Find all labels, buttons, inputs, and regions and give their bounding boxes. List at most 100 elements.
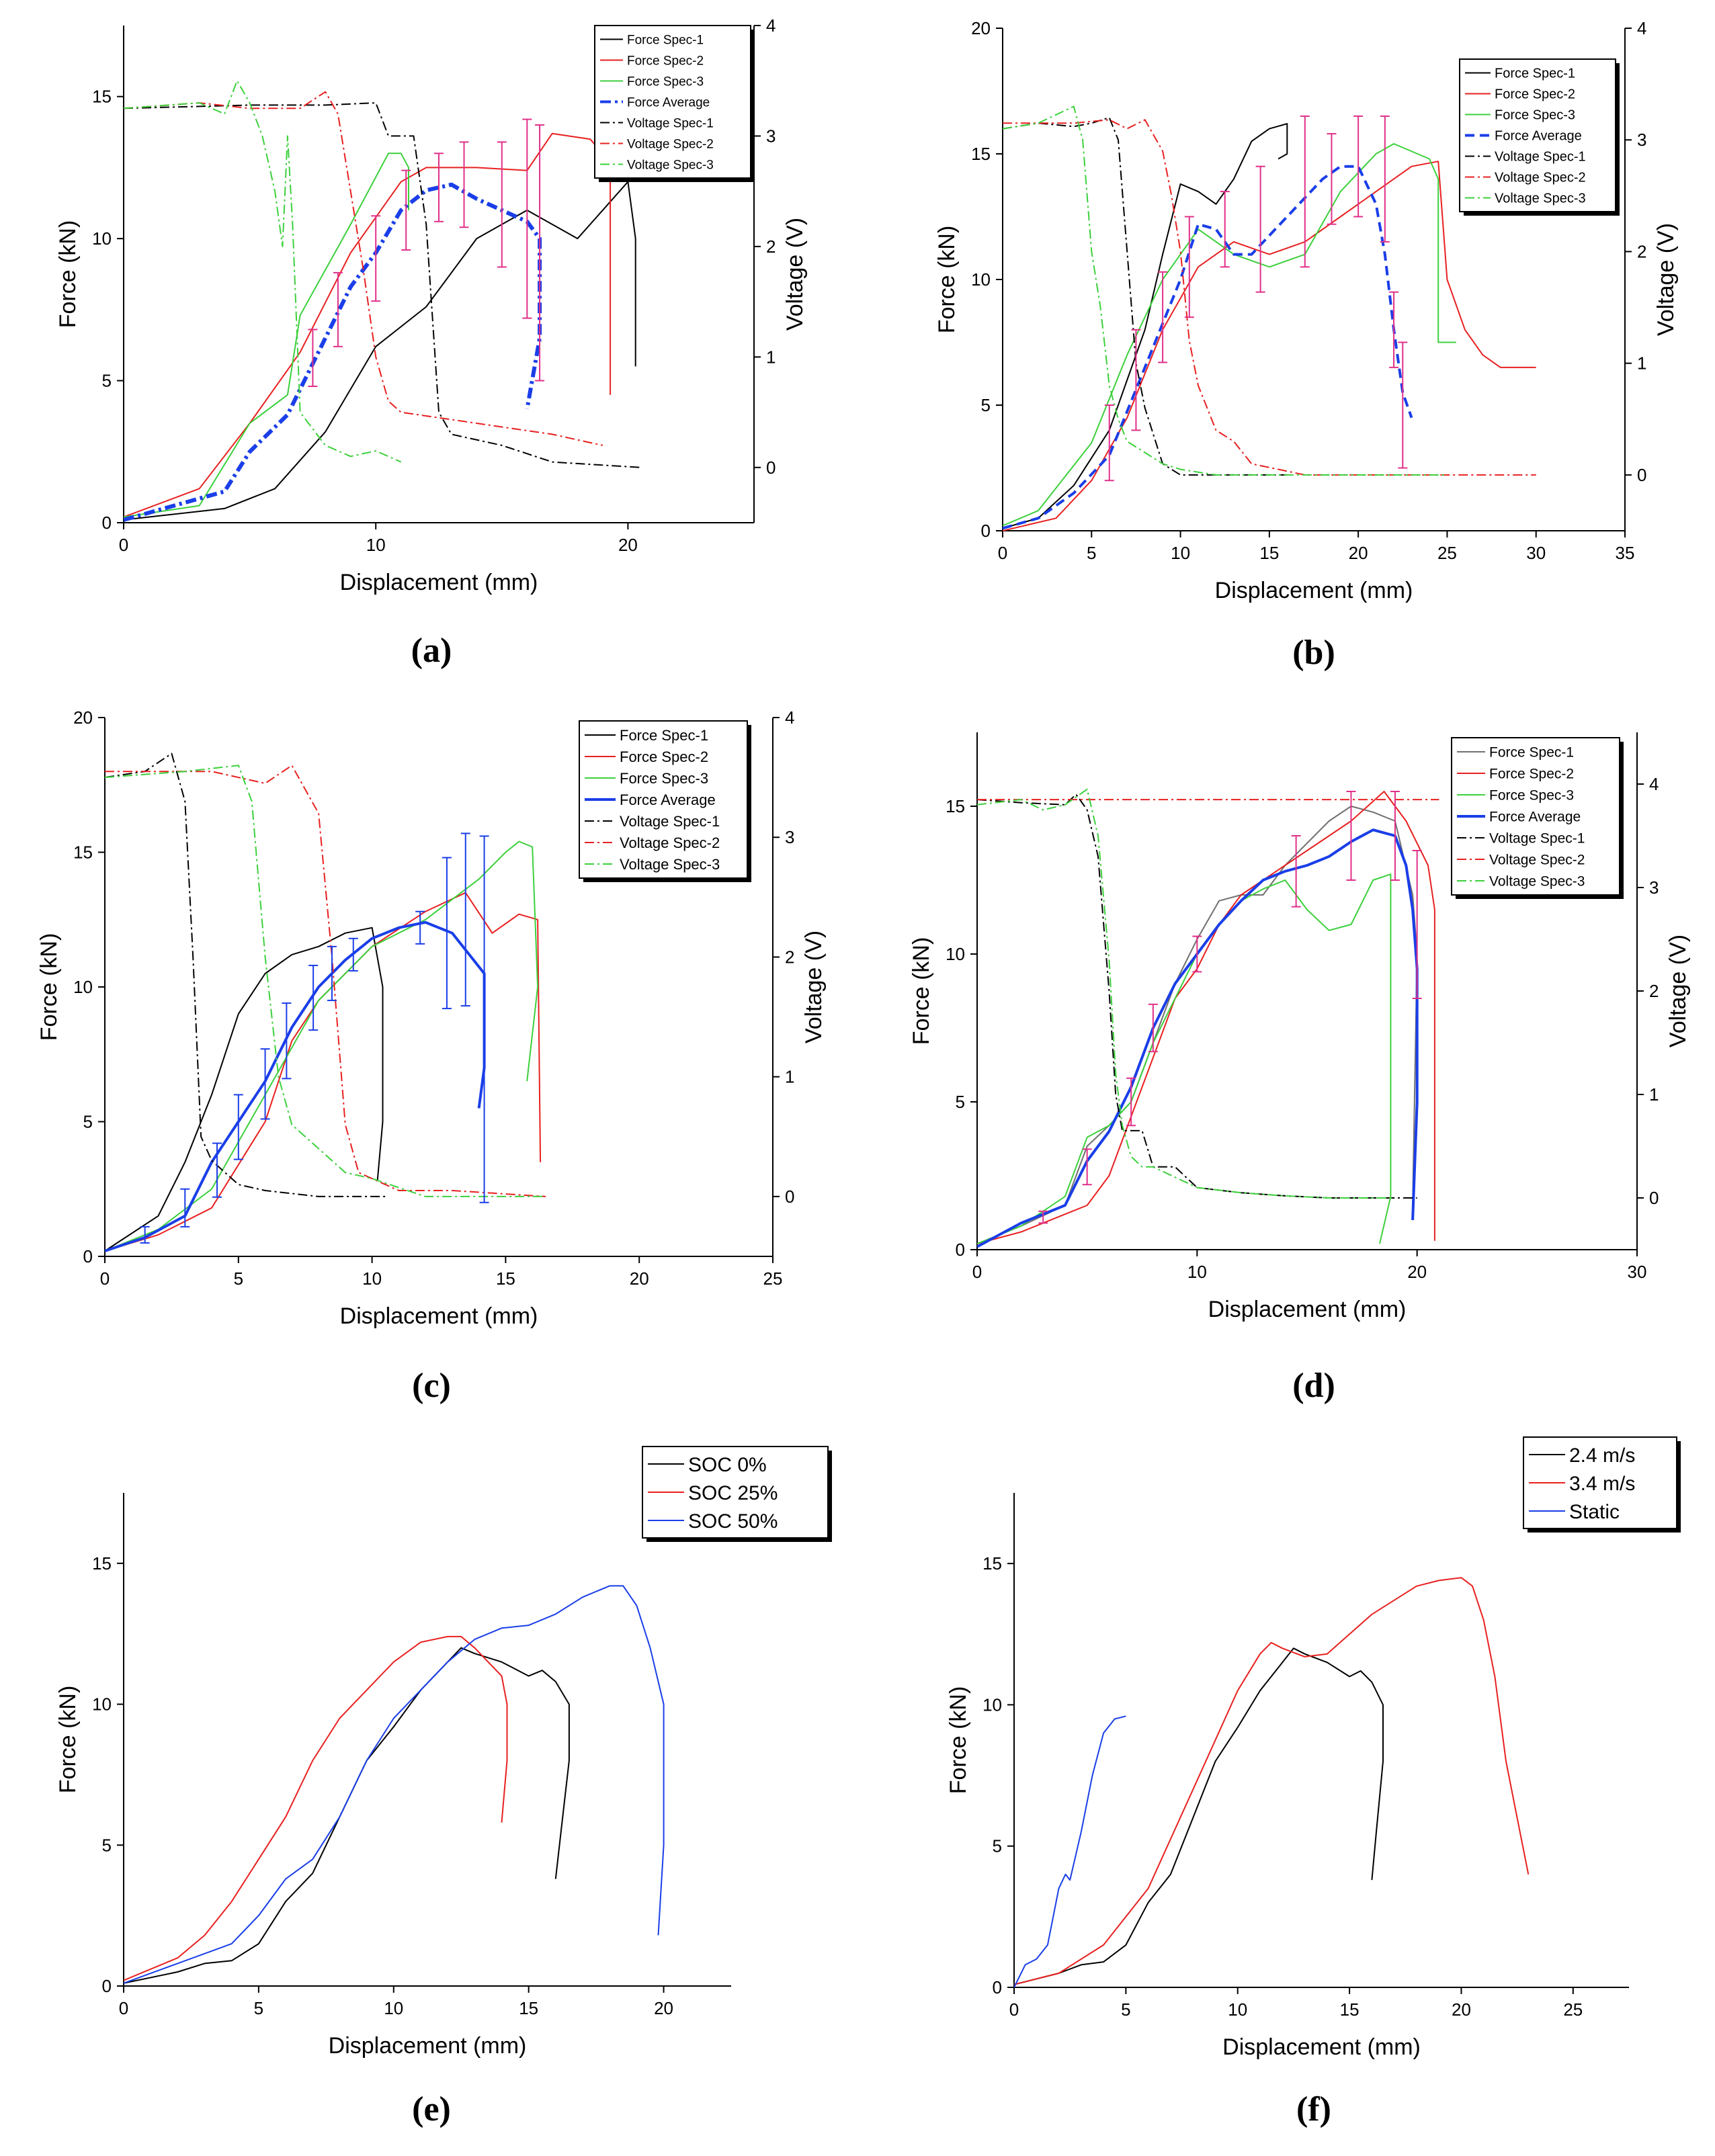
y-tick-label: 10 (92, 228, 112, 249)
legend-label: Force Spec-1 (1495, 67, 1575, 81)
y-tick-label: 10 (946, 944, 965, 964)
y2-tick-label: 4 (766, 15, 776, 36)
y2-axis-label: Voltage (V) (1653, 223, 1679, 336)
y-tick-label: 20 (971, 18, 991, 38)
series-line-soc-50- (124, 1585, 665, 1984)
y-tick-label: 0 (993, 1977, 1002, 1997)
x-axis-label: Displacement (mm) (1208, 1297, 1407, 1322)
y-axis-label: Force (kN) (55, 220, 81, 329)
y2-tick-label: 3 (1637, 130, 1646, 150)
y-tick-label: 15 (971, 144, 991, 164)
series-line-voltage-spec-3 (105, 765, 546, 1197)
series-line-force-spec-2 (124, 132, 612, 518)
legend-label: Force Spec-2 (620, 748, 708, 765)
legend-label: Force Spec-3 (1489, 788, 1574, 804)
legend-label: 3.4 m/s (1569, 1473, 1635, 1495)
y2-tick-label: 4 (1637, 18, 1646, 38)
plot-area (977, 788, 1439, 1248)
x-tick-label: 0 (998, 543, 1007, 563)
x-tick-label: 15 (496, 1268, 515, 1289)
x-tick-label: 35 (1616, 543, 1635, 563)
x-tick-label: 10 (362, 1268, 382, 1289)
legend-label: Voltage Spec-1 (1495, 150, 1586, 165)
y-axis-label: Force (kN) (934, 226, 960, 334)
y2-tick-label: 0 (766, 458, 776, 478)
y2-tick-label: 0 (785, 1187, 794, 1207)
y2-tick-label: 2 (766, 236, 776, 257)
y2-tick-label: 4 (1649, 774, 1659, 794)
series-line-voltage-spec-1 (1003, 117, 1288, 476)
legend-label: SOC 25% (688, 1482, 778, 1504)
y2-axis-label: Voltage (V) (801, 931, 827, 1043)
y2-tick-label: 3 (1649, 877, 1659, 898)
panel-e: 0 5 10 15 20 0 5 10 15 Displacement (mm) Force (kN… (55, 1446, 832, 2128)
legend-label: Force Spec-3 (620, 770, 708, 787)
legend-label: Force Average (1489, 810, 1581, 825)
y2-tick-label: 1 (1637, 353, 1646, 374)
x-tick-label: 0 (119, 535, 128, 555)
legend-label: Static (1569, 1501, 1620, 1523)
y2-axis-label: Voltage (V) (782, 218, 808, 331)
legend-label: Voltage Spec-2 (1495, 171, 1586, 185)
legend-label: SOC 0% (688, 1454, 767, 1476)
y2-tick-label: 4 (785, 707, 794, 728)
legend-label: Voltage Spec-2 (620, 834, 720, 851)
y-tick-label: 0 (956, 1240, 965, 1260)
y-axis-label: Force (kN) (36, 933, 62, 1041)
series-line-voltage-spec-1 (105, 752, 386, 1197)
legend-label: Force Average (1495, 129, 1582, 144)
x-tick-label: 20 (1349, 543, 1368, 563)
y-tick-label: 5 (981, 395, 991, 415)
x-axis-label: Displacement (mm) (329, 2033, 527, 2059)
y-tick-label: 10 (982, 1694, 1002, 1715)
y-tick-label: 10 (971, 269, 991, 290)
series-line-force-average (977, 828, 1419, 1248)
series-line-force-average (105, 920, 486, 1252)
legend-label: Force Spec-2 (1489, 767, 1574, 782)
y-tick-label: 15 (92, 1553, 112, 1573)
series-line-static (1014, 1715, 1126, 1988)
legend-label: Voltage Spec-2 (1489, 853, 1585, 868)
series-line-force-spec-1 (105, 926, 384, 1252)
series-line-force-spec-1 (124, 181, 636, 521)
legend-label: Force Spec-1 (1489, 745, 1574, 761)
series-line-voltage-spec-2 (124, 91, 603, 446)
y-tick-label: 5 (993, 1836, 1002, 1856)
series-line-force-spec-1 (977, 806, 1418, 1245)
legend-label: Force Average (627, 95, 710, 110)
x-tick-label: 20 (1407, 1262, 1427, 1282)
x-tick-label: 20 (618, 535, 638, 555)
series-line-force-spec-2 (977, 791, 1435, 1245)
y2-tick-label: 3 (785, 827, 794, 847)
x-tick-label: 10 (1171, 543, 1190, 563)
x-tick-label: 30 (1628, 1262, 1647, 1282)
y-axis-label: Force (kN) (946, 1686, 971, 1795)
legend-label: Voltage Spec-3 (620, 856, 720, 873)
x-tick-label: 30 (1526, 543, 1546, 563)
y2-tick-label: 2 (1637, 241, 1646, 261)
y2-tick-label: 1 (1649, 1084, 1659, 1105)
legend-label: Voltage Spec-3 (1489, 874, 1585, 890)
y-tick-label: 5 (956, 1092, 965, 1112)
panel-c: 0 5 10 15 20 25 0 5 10 15 20 0 1 2 3 4 Displacement (mm)… (36, 707, 827, 1405)
x-tick-label: 10 (1187, 1262, 1207, 1282)
x-tick-label: 25 (763, 1268, 783, 1289)
x-tick-label: 0 (100, 1268, 110, 1289)
series-line-force-spec-3 (977, 873, 1392, 1245)
y-tick-label: 10 (73, 977, 93, 997)
x-tick-label: 5 (254, 1998, 263, 2018)
y2-tick-label: 0 (1637, 465, 1646, 485)
x-tick-label: 0 (972, 1262, 982, 1282)
x-tick-label: 20 (630, 1268, 649, 1289)
legend-label: Force Spec-1 (627, 33, 704, 47)
series-line-voltage-spec-1 (124, 102, 641, 468)
y-tick-label: 5 (102, 1835, 112, 1855)
series-line-3-4-m-s (1014, 1577, 1530, 1985)
x-tick-label: 10 (1228, 1999, 1247, 2020)
y-tick-label: 5 (83, 1112, 93, 1132)
panel-caption: (c) (412, 1367, 451, 1405)
x-tick-label: 5 (1087, 543, 1096, 563)
legend-label: Voltage Spec-2 (627, 137, 714, 151)
x-tick-label: 5 (234, 1268, 243, 1289)
x-axis-label: Displacement (mm) (340, 1303, 538, 1329)
